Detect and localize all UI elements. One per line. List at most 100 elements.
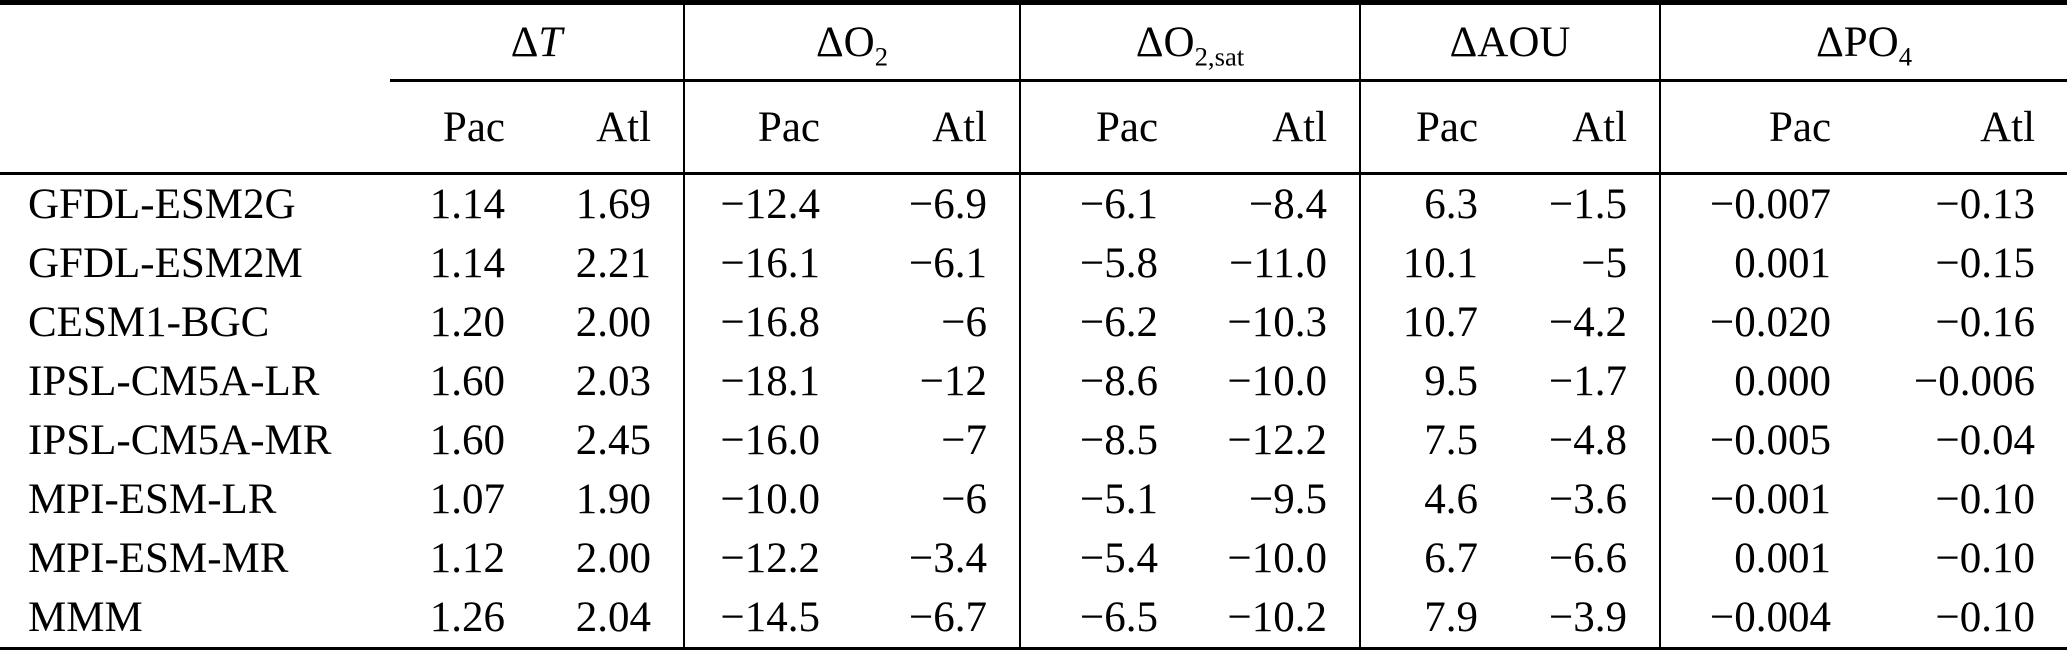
value-cell-delta-o2-pac: −16.8 <box>683 293 853 352</box>
group-header-delta-o2: ΔO2 <box>683 2 1021 82</box>
table-body: GFDL-ESM2G 1.14 1.69 −12.4 −6.9 −6.1 −8.4 6.3 −1… <box>0 173 2067 650</box>
value-cell-delta-po4-pac: −0.001 <box>1659 470 1864 529</box>
table-row: GFDL-ESM2M 1.14 2.21 −16.1 −6.1 −5.8 −11.0 10.1… <box>0 234 2067 293</box>
value-cell-delta-aou-pac: 4.6 <box>1359 470 1511 529</box>
value-cell-delta-t-atl: 2.03 <box>575 358 652 405</box>
value-cell-delta-aou-atl: −1.7 <box>1549 358 1628 405</box>
col-header-delta-o2-sat-pac: Pac <box>1019 80 1191 175</box>
value-cell-delta-po4-atl: −0.13 <box>1935 181 2036 228</box>
value-cell-delta-o2-sat-pac: −6.2 <box>1019 293 1191 352</box>
value-cell-delta-o2-atl: −6.9 <box>909 181 988 228</box>
value-cell-delta-t-atl: 2.04 <box>537 588 685 650</box>
value-cell-delta-po4-pac: 0.000 <box>1659 352 1864 411</box>
group-header-prefix: ΔO <box>816 18 875 66</box>
value-cell-delta-po4-atl: −0.04 <box>1935 417 2036 464</box>
value-cell-delta-o2-pac: −16.1 <box>683 234 853 293</box>
value-cell-delta-aou-pac: 10.1 <box>1359 234 1511 293</box>
value-cell-delta-o2-sat-atl: −10.2 <box>1190 588 1361 650</box>
value-cell-delta-t-atl: 2.21 <box>575 240 652 287</box>
value-cell-delta-po4-atl: −0.006 <box>1914 358 2036 405</box>
model-name-cell: MPI-ESM-MR <box>28 535 289 582</box>
table-row: IPSL-CM5A-MR 1.60 2.45 −16.0 −7 −8.5 −12.2 7.5−… <box>0 411 2067 470</box>
value-cell-delta-t-pac: 1.20 <box>429 299 505 346</box>
model-name-cell: MPI-ESM-LR <box>28 476 277 523</box>
value-cell-delta-aou-atl: −5 <box>1581 240 1628 287</box>
value-cell-delta-o2-sat-atl: −9.5 <box>1249 476 1328 523</box>
value-cell-delta-o2-sat-pac: −5.4 <box>1019 529 1191 588</box>
value-cell-delta-o2-sat-atl: −8.4 <box>1249 181 1328 228</box>
value-cell-delta-aou-pac: 7.9 <box>1359 588 1511 650</box>
model-name-cell: GFDL-ESM2M <box>28 240 303 287</box>
group-header-delta-o2-sat: ΔO2,sat <box>1019 2 1361 82</box>
value-cell-delta-aou-atl: −6.6 <box>1549 535 1628 582</box>
value-cell-delta-o2-sat-pac: −5.1 <box>1019 470 1191 529</box>
table-row: CESM1-BGC 1.20 2.00 −16.8 −6 −6.2 −10.3 10.7 −4.… <box>0 293 2067 352</box>
group-header-prefix: ΔPO <box>1816 18 1899 66</box>
value-cell-delta-t-atl: 1.90 <box>575 476 652 523</box>
group-header-delta-po4: ΔPO4 <box>1659 2 2067 82</box>
value-cell-delta-po4-atl: −0.15 <box>1935 240 2036 287</box>
model-name-cell: IPSL-CM5A-LR <box>28 358 320 405</box>
col-header-delta-t-atl: Atl <box>537 80 685 175</box>
value-cell-delta-po4-pac: −0.007 <box>1659 173 1864 234</box>
value-cell-delta-t-pac: 1.14 <box>429 240 505 287</box>
value-cell-delta-po4-atl: −0.10 <box>1935 476 2036 523</box>
value-cell-delta-o2-sat-atl: −12.2 <box>1227 417 1328 464</box>
value-cell-delta-o2-pac: −18.1 <box>683 352 853 411</box>
value-cell-delta-aou-pac: 6.3 <box>1359 173 1511 234</box>
value-cell-delta-o2-sat-pac: −6.5 <box>1019 588 1191 650</box>
value-cell-delta-o2-atl: −6 <box>941 299 988 346</box>
table-header: ΔT ΔO2 ΔO2,sat ΔAOU ΔPO4 Pac Atl Pac Atl Pac Atl Pa… <box>0 2 2067 175</box>
group-header-subscript: 2 <box>874 41 889 72</box>
sub-header-row: Pac Atl Pac Atl Pac Atl Pac Atl Pac Atl <box>0 80 2067 175</box>
value-cell-delta-t-atl: 2.45 <box>575 417 652 464</box>
value-cell-delta-o2-sat-atl: −10.0 <box>1227 358 1328 405</box>
value-cell-delta-t-pac: 1.60 <box>429 358 505 405</box>
value-cell-delta-t-atl: 2.00 <box>575 299 652 346</box>
value-cell-delta-aou-atl: −1.5 <box>1549 181 1628 228</box>
model-name-cell: IPSL-CM5A-MR <box>28 417 332 464</box>
value-cell-delta-o2-atl: −6.1 <box>909 240 988 287</box>
value-cell-delta-t-pac: 1.12 <box>429 535 505 582</box>
table-row: MPI-ESM-LR 1.07 1.90 −10.0 −6 −5.1 −9.5 4.6 −3.6… <box>0 470 2067 529</box>
value-cell-delta-t-pac: 1.07 <box>429 476 505 523</box>
value-cell-delta-po4-pac: 0.001 <box>1659 529 1864 588</box>
model-name-cell: CESM1-BGC <box>28 299 270 346</box>
value-cell-delta-po4-pac: −0.004 <box>1659 588 1864 650</box>
value-cell-delta-o2-sat-atl: −11.0 <box>1229 240 1328 287</box>
value-cell-delta-o2-sat-pac: −8.5 <box>1019 411 1191 470</box>
corner-cell <box>0 80 390 175</box>
value-cell-delta-t-pac: 1.14 <box>429 181 505 228</box>
table-row: MPI-ESM-MR 1.12 2.00 −12.2 −3.4 −5.4 −10.0 6.7−… <box>0 529 2067 588</box>
group-header-delta-aou: ΔAOU <box>1359 2 1661 82</box>
col-header-delta-o2-pac: Pac <box>683 80 853 175</box>
group-header-subscript: 4 <box>1898 41 1913 72</box>
value-cell-delta-aou-pac: 6.7 <box>1359 529 1511 588</box>
value-cell-delta-t-pac: 1.60 <box>429 417 505 464</box>
value-cell-delta-o2-pac: −16.0 <box>683 411 853 470</box>
value-cell-delta-aou-pac: 10.7 <box>1359 293 1511 352</box>
group-header-prefix: ΔAOU <box>1449 18 1571 66</box>
value-cell-delta-aou-pac: 9.5 <box>1359 352 1511 411</box>
value-cell-delta-po4-atl: −0.10 <box>1935 535 2036 582</box>
col-header-delta-o2-atl: Atl <box>852 80 1021 175</box>
group-header-prefix: Δ <box>510 18 539 66</box>
group-header-delta-t: ΔT <box>390 2 685 82</box>
results-table: ΔT ΔO2 ΔO2,sat ΔAOU ΔPO4 Pac Atl Pac Atl Pac Atl Pa… <box>0 0 2067 650</box>
value-cell-delta-o2-sat-atl: −10.0 <box>1227 535 1328 582</box>
table-row: IPSL-CM5A-LR 1.60 2.03 −18.1 −12 −8.6 −10.0 9.5… <box>0 352 2067 411</box>
value-cell-delta-t-atl: 1.69 <box>575 181 652 228</box>
value-cell-delta-o2-pac: −12.4 <box>683 173 853 234</box>
col-header-delta-aou-atl: Atl <box>1510 80 1661 175</box>
value-cell-delta-aou-atl: −3.9 <box>1510 588 1661 650</box>
value-cell-delta-o2-atl: −12 <box>919 358 988 405</box>
value-cell-delta-aou-atl: −4.2 <box>1549 299 1628 346</box>
col-header-delta-po4-pac: Pac <box>1659 80 1864 175</box>
value-cell-delta-po4-pac: −0.020 <box>1659 293 1864 352</box>
col-header-delta-po4-atl: Atl <box>1863 80 2067 175</box>
value-cell-delta-t-pac: 1.26 <box>390 588 537 650</box>
group-header-row: ΔT ΔO2 ΔO2,sat ΔAOU ΔPO4 <box>0 2 2067 82</box>
value-cell-delta-t-atl: 2.00 <box>575 535 652 582</box>
value-cell-delta-o2-sat-pac: −8.6 <box>1019 352 1191 411</box>
